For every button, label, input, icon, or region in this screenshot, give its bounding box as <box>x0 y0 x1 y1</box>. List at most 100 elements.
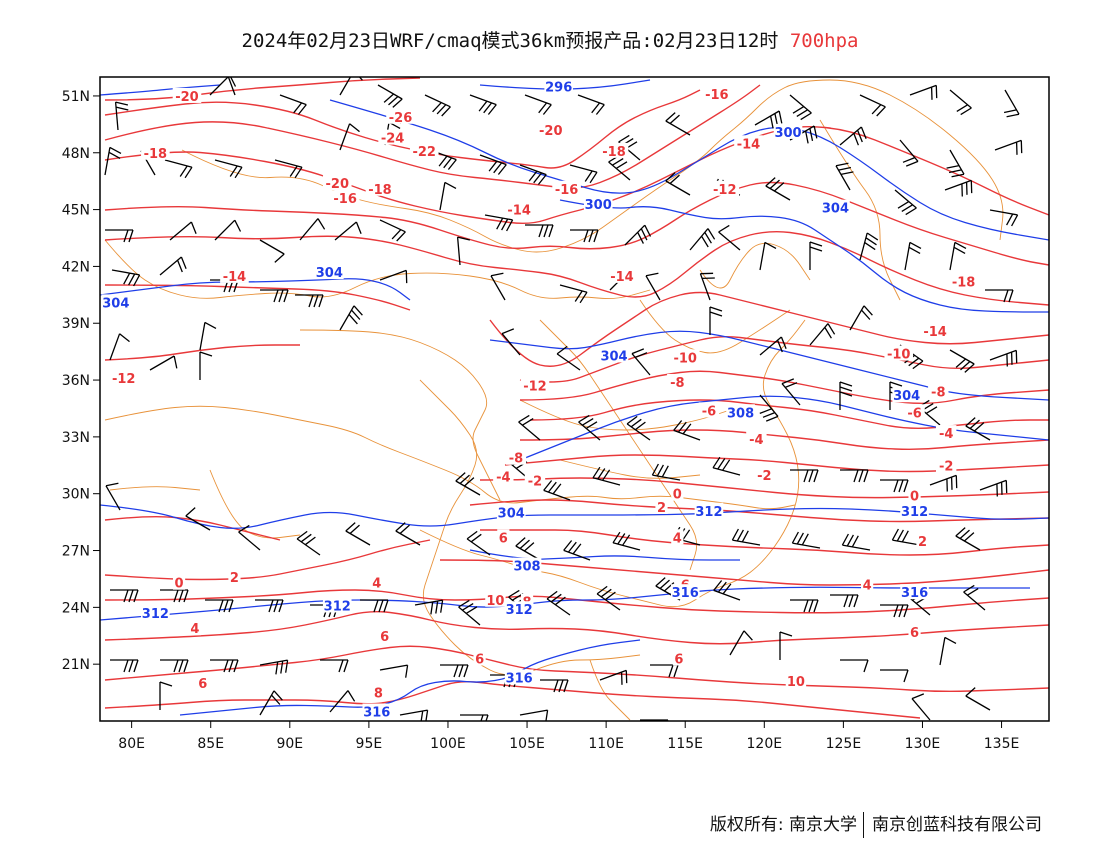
contour-label-bg <box>322 597 352 613</box>
wind-barb <box>149 355 178 371</box>
contour-label-bg <box>671 529 684 545</box>
wind-barbs <box>104 77 1023 721</box>
wind-barb <box>989 349 1018 367</box>
wind-barb <box>377 84 403 108</box>
contour-label-bg <box>220 267 249 283</box>
wind-barb <box>899 139 919 167</box>
height-contour-label: 316 <box>506 671 533 686</box>
wind-barb <box>114 101 129 131</box>
wind-barb <box>944 179 973 197</box>
contour-label-bg <box>172 574 186 590</box>
wind-barb <box>1003 89 1020 118</box>
wind-barb <box>524 94 552 115</box>
wind-barb <box>904 241 922 271</box>
contour-label-bg <box>504 201 534 217</box>
wind-barb <box>830 594 859 608</box>
contour-label-bg <box>920 322 950 338</box>
wind-barb <box>911 693 931 721</box>
temperature-contour-label: -18 <box>952 276 976 291</box>
temperature-contour-label: 2 <box>230 571 239 586</box>
wind-barb <box>929 474 958 492</box>
wind-barb <box>543 480 571 501</box>
wind-barb <box>569 164 598 184</box>
wind-barb <box>835 162 854 191</box>
wind-barb <box>169 221 197 241</box>
border-line <box>819 119 901 301</box>
temperature-contour-label: 6 <box>910 626 919 641</box>
contour-label-bg <box>370 574 383 590</box>
height-contour <box>100 278 411 301</box>
latitude-axis: 51N 48N 45N 42N 39N 36N 33N 30N 27N 24N 21N <box>62 89 100 673</box>
height-contour <box>559 199 1049 313</box>
wind-barb <box>578 414 601 441</box>
wind-barb <box>259 659 289 675</box>
temperature-isotherm <box>519 429 1049 450</box>
wind-barb <box>859 232 879 261</box>
wind-barb <box>334 221 362 241</box>
temperature-contour-label: -2 <box>757 469 771 484</box>
height-contour <box>329 99 1049 241</box>
title-main: 2024年02月23日WRF/cmaq模式36km预报产品:02月23日12时 <box>241 30 779 52</box>
lon-tick-label: 105E <box>509 736 545 752</box>
wind-barb <box>731 528 761 546</box>
temperature-isotherm <box>519 335 1049 383</box>
wind-barb <box>645 272 661 301</box>
wind-barb <box>909 84 938 100</box>
wind-barb <box>214 219 242 241</box>
lon-tick-label: 100E <box>430 736 466 752</box>
wind-barb <box>989 209 1019 227</box>
wind-barb <box>546 590 571 616</box>
temperature-isotherm <box>104 645 1049 693</box>
temperature-contour-label: -14 <box>610 270 634 285</box>
wind-barb <box>624 224 652 246</box>
wind-barb <box>255 599 284 613</box>
temperature-contour-label: -6 <box>907 406 921 421</box>
lat-tick-label: 45N <box>62 203 90 219</box>
temperature-contour-label: -16 <box>705 88 729 103</box>
wind-barb <box>790 469 819 483</box>
contour-label-bg <box>141 605 170 621</box>
wind-barb <box>164 159 193 179</box>
contour-label-bg <box>904 404 925 420</box>
wind-barb <box>460 714 489 721</box>
temperature-contour-label: -14 <box>507 204 531 219</box>
temperature-contour-label: -24 <box>381 132 405 147</box>
wind-barb <box>949 241 967 271</box>
wind-barb <box>963 584 986 611</box>
wind-barb <box>111 269 141 287</box>
temperature-contour-label: -8 <box>509 452 523 467</box>
wind-barb <box>994 139 1023 155</box>
height-contour-label: 300 <box>774 126 801 141</box>
contour-label-bg <box>710 180 740 196</box>
border-line <box>539 319 698 571</box>
wind-barb <box>612 531 641 551</box>
map-frame <box>99 76 1050 722</box>
contour-label-bg <box>599 347 629 363</box>
wind-barb <box>665 112 691 136</box>
lat-tick-label: 36N <box>62 373 90 389</box>
wind-barb <box>665 172 691 196</box>
footer-right: 南京创蓝科技有限公司 <box>872 815 1042 835</box>
lat-tick-label: 39N <box>62 316 90 332</box>
wind-barb <box>918 399 941 426</box>
temperature-contour-label: -16 <box>555 183 579 198</box>
wind-barb <box>238 524 261 551</box>
wind-barb <box>466 530 491 556</box>
contour-label-bg <box>607 267 637 283</box>
border-line <box>299 329 501 501</box>
temperature-isotherm <box>104 610 1049 645</box>
contour-label-bg <box>884 345 914 361</box>
height-contour-label: 312 <box>901 505 928 520</box>
temperature-contour-label: -2 <box>939 459 953 474</box>
lat-tick-label: 51N <box>62 89 90 105</box>
temperature-contour-label: -2 <box>528 474 542 489</box>
wind-barb <box>439 181 457 211</box>
wind-barb <box>456 236 471 266</box>
contour-label-bg <box>322 175 352 191</box>
contour-label-bg <box>315 264 344 280</box>
wind-barb <box>712 456 741 476</box>
contour-label-bg <box>362 703 392 719</box>
wind-barb <box>946 149 965 178</box>
border-line <box>639 299 791 354</box>
wind-barb <box>709 306 723 335</box>
